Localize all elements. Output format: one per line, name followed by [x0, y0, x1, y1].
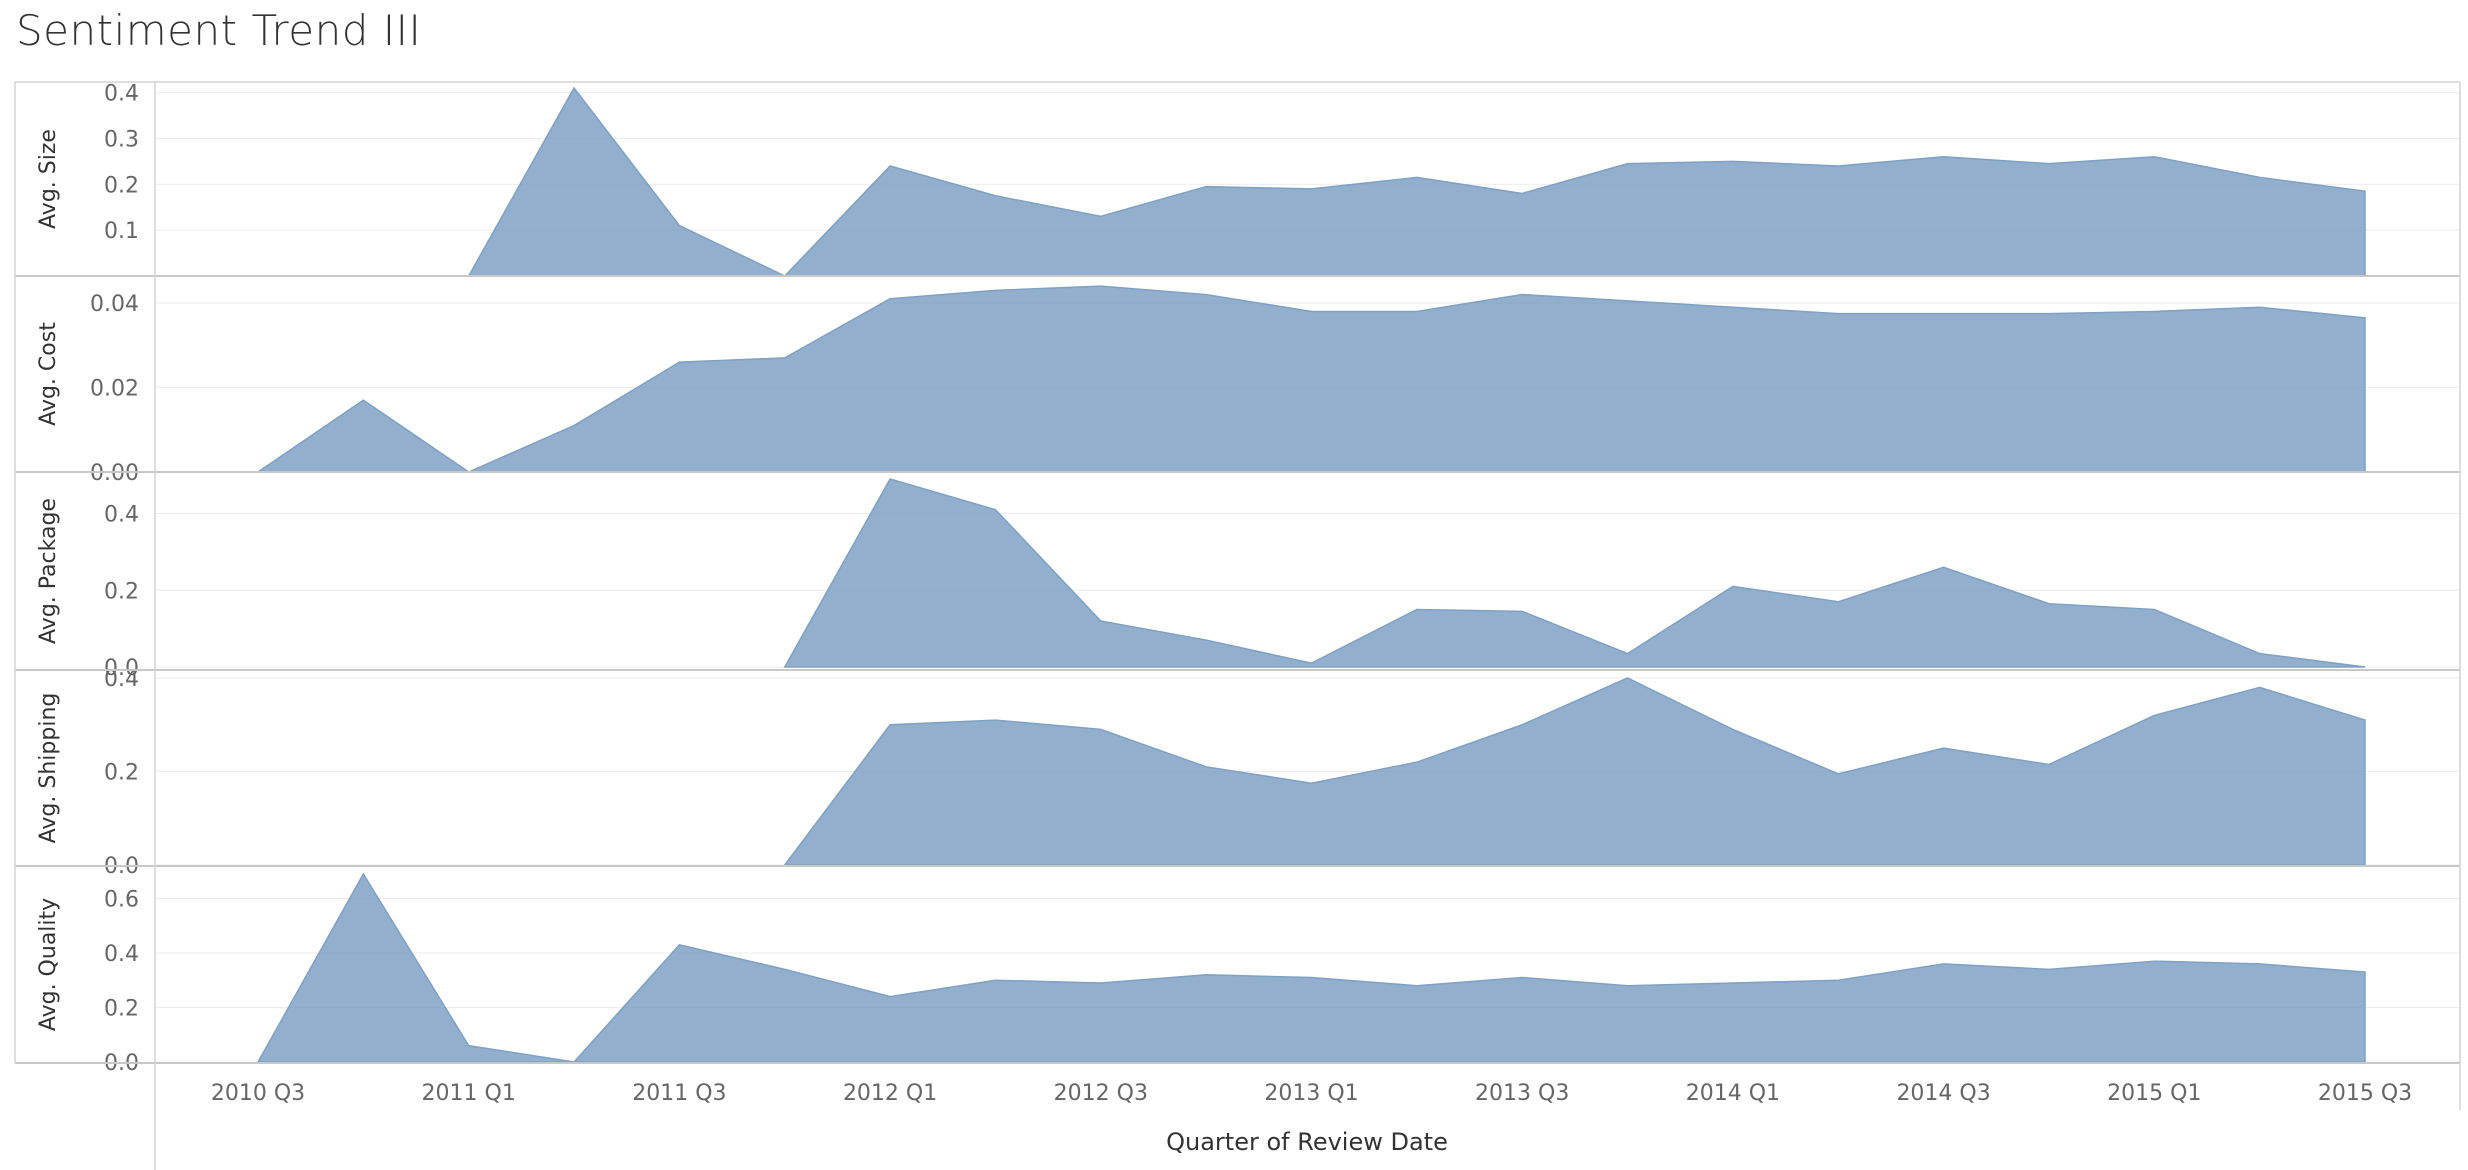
- y-tick-label: 0.04: [90, 292, 139, 317]
- x-tick-label: 2014 Q3: [1896, 1081, 1990, 1106]
- y-axis-title: Avg. Shipping: [36, 693, 61, 844]
- area-series: [256, 872, 2366, 1063]
- y-tick-label: 0.6: [104, 888, 139, 913]
- area-series: [255, 285, 2366, 473]
- y-tick-label: 0.1: [104, 219, 139, 244]
- panel-avg-package: 0.0 0.2 0.4 Avg. Package: [36, 478, 2460, 681]
- y-tick-label: 0.0: [104, 656, 139, 681]
- y-axis-title: Avg. Quality: [36, 898, 61, 1031]
- y-axis-title: Avg. Cost: [36, 322, 61, 426]
- y-tick-label: 0.2: [104, 761, 139, 786]
- y-tick-label: 0.2: [104, 579, 139, 604]
- chart-title: Sentiment Trend III: [16, 6, 422, 55]
- x-tick-label: 2011 Q3: [632, 1081, 726, 1106]
- panel-avg-size: 0.1 0.2 0.3 0.4 Avg. Size: [36, 82, 2460, 277]
- y-axis-title: Avg. Package: [36, 498, 61, 644]
- x-axis-title: Quarter of Review Date: [1166, 1128, 1448, 1156]
- y-tick-label: 0.4: [104, 667, 139, 692]
- x-tick-label: 2012 Q1: [843, 1081, 937, 1106]
- x-tick-label: 2012 Q3: [1054, 1081, 1148, 1106]
- x-tick-label: 2010 Q3: [211, 1081, 305, 1106]
- y-tick-label: 0.2: [104, 173, 139, 198]
- x-tick-label: 2015 Q3: [2318, 1081, 2412, 1106]
- x-tick-label: 2011 Q1: [422, 1081, 516, 1106]
- y-tick-label: 0.4: [104, 82, 139, 107]
- y-tick-label: 0.3: [104, 127, 139, 152]
- area-series: [783, 478, 2366, 668]
- x-tick-label: 2015 Q1: [2107, 1081, 2201, 1106]
- y-tick-label: 0.00: [90, 461, 139, 486]
- y-tick-label: 0.4: [104, 503, 139, 528]
- x-axis: 2010 Q3 2011 Q1 2011 Q3 2012 Q1 2012 Q3 2013 …: [211, 1081, 2412, 1156]
- area-series: [467, 86, 2366, 277]
- frame-layer: [14, 81, 2461, 1170]
- x-tick-label: 2013 Q1: [1264, 1081, 1358, 1106]
- x-tick-label: 2014 Q1: [1686, 1081, 1780, 1106]
- y-tick-label: 0.2: [104, 997, 139, 1022]
- x-tick-label: 2013 Q3: [1475, 1081, 1569, 1106]
- panel-avg-cost: 0.00 0.02 0.04 Avg. Cost: [36, 285, 2460, 486]
- y-axis-title: Avg. Size: [36, 129, 61, 229]
- area-series: [783, 677, 2366, 866]
- y-tick-label: 0.02: [90, 377, 139, 402]
- y-tick-label: 0.4: [104, 942, 139, 967]
- panels-layer: 0.1 0.2 0.3 0.4 Avg. Size 0.00 0.02 0.04 Avg. Co…: [36, 82, 2460, 1076]
